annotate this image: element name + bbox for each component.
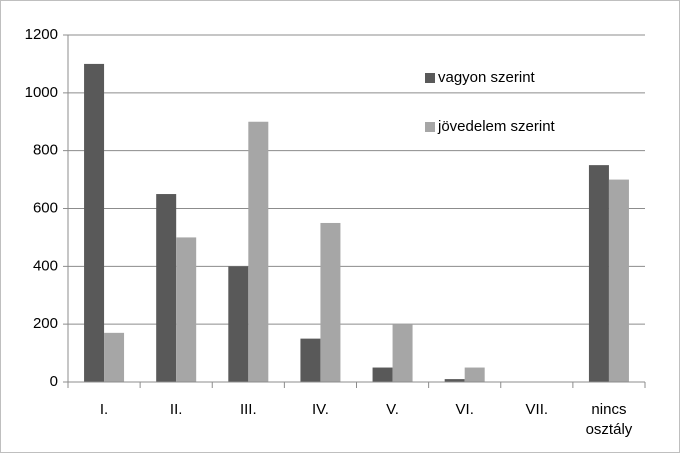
legend-swatch xyxy=(425,73,435,83)
legend-swatch xyxy=(425,122,435,132)
y-tick-label: 400 xyxy=(33,257,58,274)
y-tick-label: 0 xyxy=(50,373,58,390)
y-tick-label: 600 xyxy=(33,199,58,216)
y-tick-label: 1200 xyxy=(25,26,58,43)
legend-label: vagyon szerint xyxy=(438,69,536,86)
bar xyxy=(588,165,609,382)
y-tick-label: 200 xyxy=(33,315,58,332)
bar xyxy=(444,379,465,382)
y-tick-label: 1000 xyxy=(25,84,58,101)
bar xyxy=(228,266,249,382)
bar xyxy=(464,367,485,382)
y-tick-label: 800 xyxy=(33,142,58,159)
bar xyxy=(608,179,629,382)
bar xyxy=(320,222,341,382)
x-tick-label: nincs osztály xyxy=(585,401,633,438)
bar xyxy=(300,338,321,382)
bar xyxy=(84,63,105,383)
legend-label: jövedelem szerint xyxy=(437,118,556,135)
bar xyxy=(248,121,269,382)
bar xyxy=(156,194,177,382)
x-tick-label: VII. xyxy=(525,401,549,418)
bar xyxy=(372,367,393,382)
x-tick-label: III. xyxy=(239,401,257,418)
bar xyxy=(104,332,125,382)
x-tick-label: II. xyxy=(169,401,183,418)
x-tick-label: V. xyxy=(386,401,399,418)
x-tick-label: VI. xyxy=(455,401,474,418)
x-tick-label: IV. xyxy=(311,401,329,418)
x-tick-label: I. xyxy=(99,401,109,418)
bar xyxy=(392,324,413,382)
bar xyxy=(176,237,197,382)
